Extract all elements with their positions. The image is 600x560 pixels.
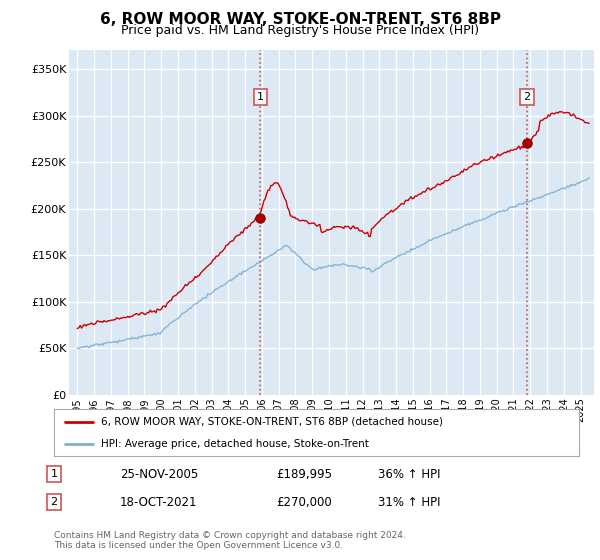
Text: 36% ↑ HPI: 36% ↑ HPI	[378, 468, 440, 481]
Text: Contains HM Land Registry data © Crown copyright and database right 2024.
This d: Contains HM Land Registry data © Crown c…	[54, 531, 406, 550]
Text: 6, ROW MOOR WAY, STOKE-ON-TRENT, ST6 8BP: 6, ROW MOOR WAY, STOKE-ON-TRENT, ST6 8BP	[100, 12, 500, 27]
Text: £189,995: £189,995	[276, 468, 332, 481]
Text: Price paid vs. HM Land Registry's House Price Index (HPI): Price paid vs. HM Land Registry's House …	[121, 24, 479, 37]
Text: 1: 1	[50, 469, 58, 479]
Text: 31% ↑ HPI: 31% ↑ HPI	[378, 496, 440, 509]
Text: HPI: Average price, detached house, Stoke-on-Trent: HPI: Average price, detached house, Stok…	[101, 438, 369, 449]
Text: 1: 1	[257, 92, 264, 102]
Text: 2: 2	[50, 497, 58, 507]
Text: 6, ROW MOOR WAY, STOKE-ON-TRENT, ST6 8BP (detached house): 6, ROW MOOR WAY, STOKE-ON-TRENT, ST6 8BP…	[101, 417, 443, 427]
Text: 25-NOV-2005: 25-NOV-2005	[120, 468, 198, 481]
Text: 18-OCT-2021: 18-OCT-2021	[120, 496, 197, 509]
Text: £270,000: £270,000	[276, 496, 332, 509]
Text: 2: 2	[523, 92, 530, 102]
